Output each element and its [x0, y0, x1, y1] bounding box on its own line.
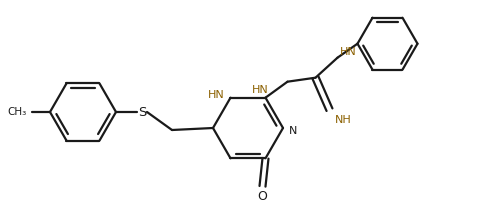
Text: NH: NH: [334, 115, 350, 125]
Text: HN: HN: [251, 85, 268, 95]
Text: S: S: [137, 106, 146, 119]
Text: HN: HN: [339, 47, 356, 57]
Text: CH₃: CH₃: [8, 107, 27, 117]
Text: HN: HN: [207, 90, 224, 100]
Text: N: N: [288, 126, 297, 136]
Text: O: O: [257, 190, 267, 203]
